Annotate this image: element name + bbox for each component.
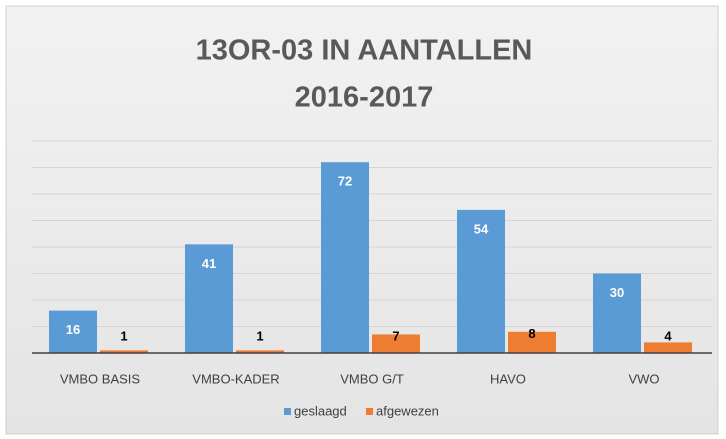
x-tick-label: VWO xyxy=(628,371,659,386)
data-label: 7 xyxy=(392,328,399,343)
bar xyxy=(49,310,97,353)
bar xyxy=(508,331,556,353)
data-label: 8 xyxy=(528,326,535,341)
data-label: 4 xyxy=(664,328,672,343)
x-tick-label: VMBO-KADER xyxy=(192,371,279,386)
bar xyxy=(644,342,692,353)
legend-label: geslaagd xyxy=(294,403,347,418)
data-label: 41 xyxy=(202,256,216,271)
data-label: 54 xyxy=(474,221,489,236)
x-tick-label: VMBO G/T xyxy=(340,371,404,386)
legend-swatch xyxy=(366,408,373,415)
data-label: 1 xyxy=(256,328,263,343)
legend-label: afgewezen xyxy=(376,403,439,418)
data-label: 30 xyxy=(610,285,624,300)
bar xyxy=(185,244,233,353)
chart-title: 2016-2017 xyxy=(295,82,434,114)
bar xyxy=(100,350,148,353)
legend-swatch xyxy=(284,408,291,415)
bar xyxy=(593,273,641,353)
x-tick-label: HAVO xyxy=(490,371,526,386)
bar xyxy=(457,209,505,353)
data-label: 1 xyxy=(120,328,127,343)
x-tick-label: VMBO BASIS xyxy=(60,371,141,386)
data-label: 72 xyxy=(338,174,352,189)
data-label: 16 xyxy=(66,322,80,337)
chart-title: 13OR-03 IN AANTALLEN xyxy=(196,35,533,67)
bar xyxy=(236,350,284,353)
bar xyxy=(321,162,369,353)
bar xyxy=(372,334,420,353)
